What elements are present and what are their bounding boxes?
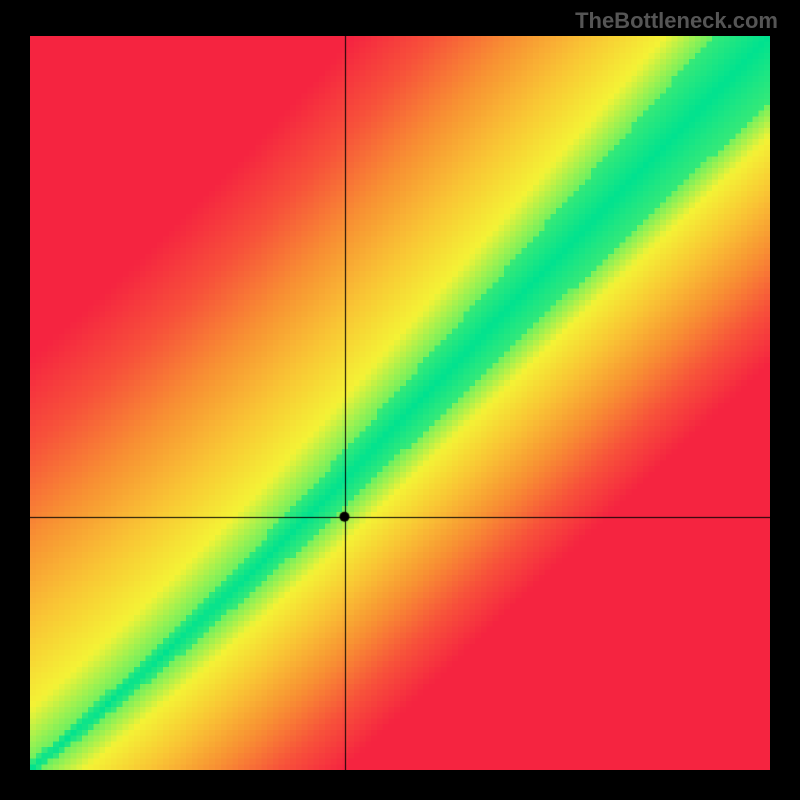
crosshair-overlay xyxy=(30,36,770,770)
watermark-text: TheBottleneck.com xyxy=(575,8,778,34)
figure-root: TheBottleneck.com xyxy=(0,0,800,800)
